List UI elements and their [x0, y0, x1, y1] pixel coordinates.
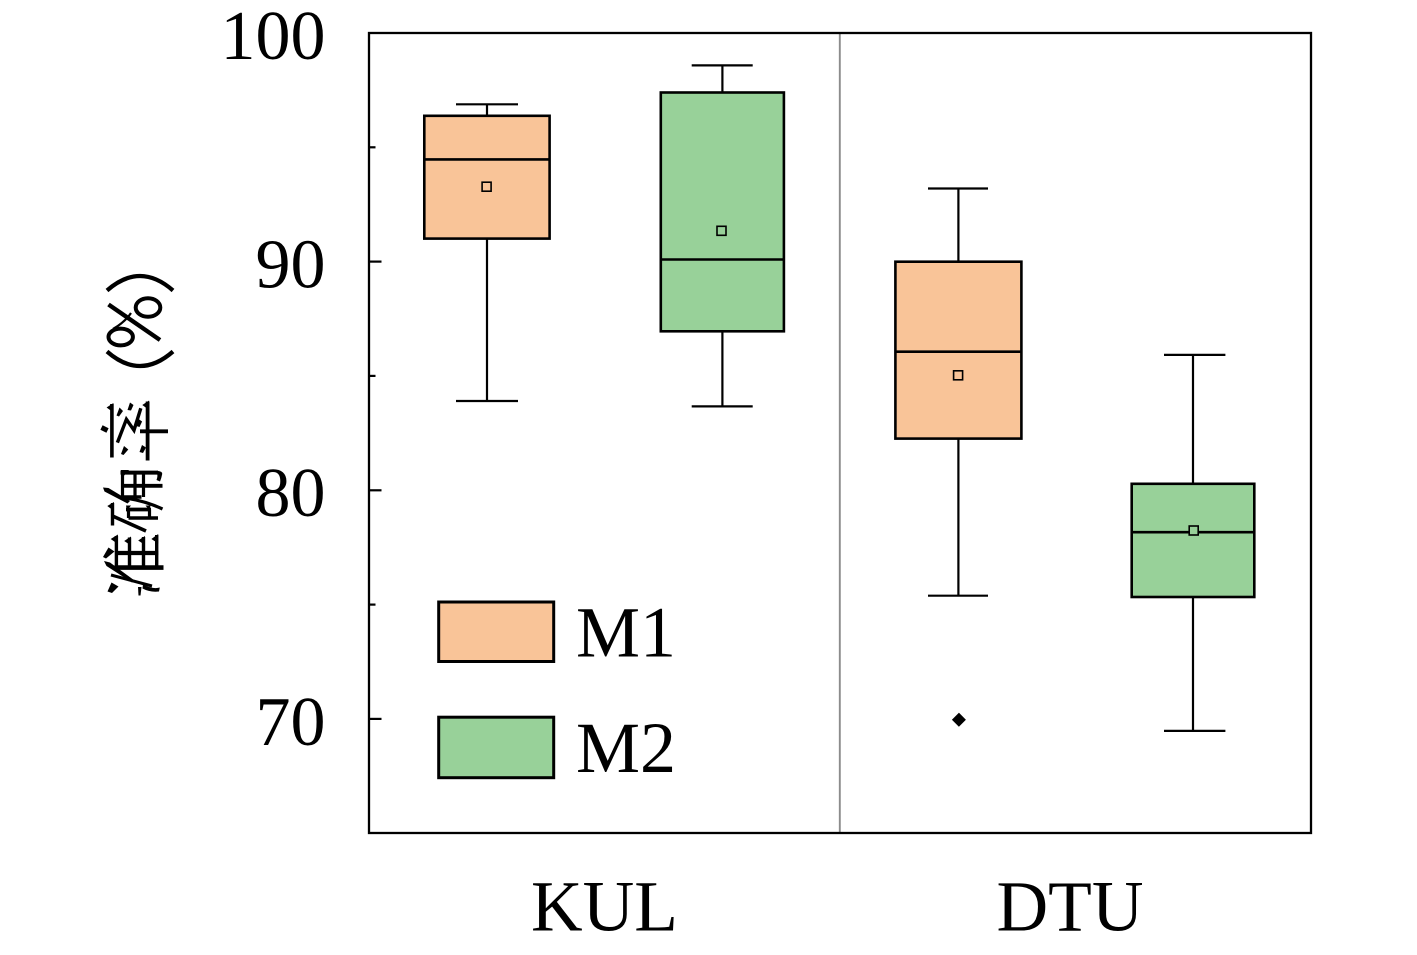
svg-text:M1: M1 — [576, 593, 676, 673]
svg-text:70: 70 — [256, 684, 326, 761]
svg-text:DTU: DTU — [997, 868, 1144, 947]
svg-text:90: 90 — [256, 227, 326, 304]
svg-text:80: 80 — [256, 455, 326, 532]
svg-text:KUL: KUL — [531, 868, 678, 947]
svg-text:100: 100 — [221, 0, 326, 75]
svg-text:M2: M2 — [576, 708, 676, 788]
